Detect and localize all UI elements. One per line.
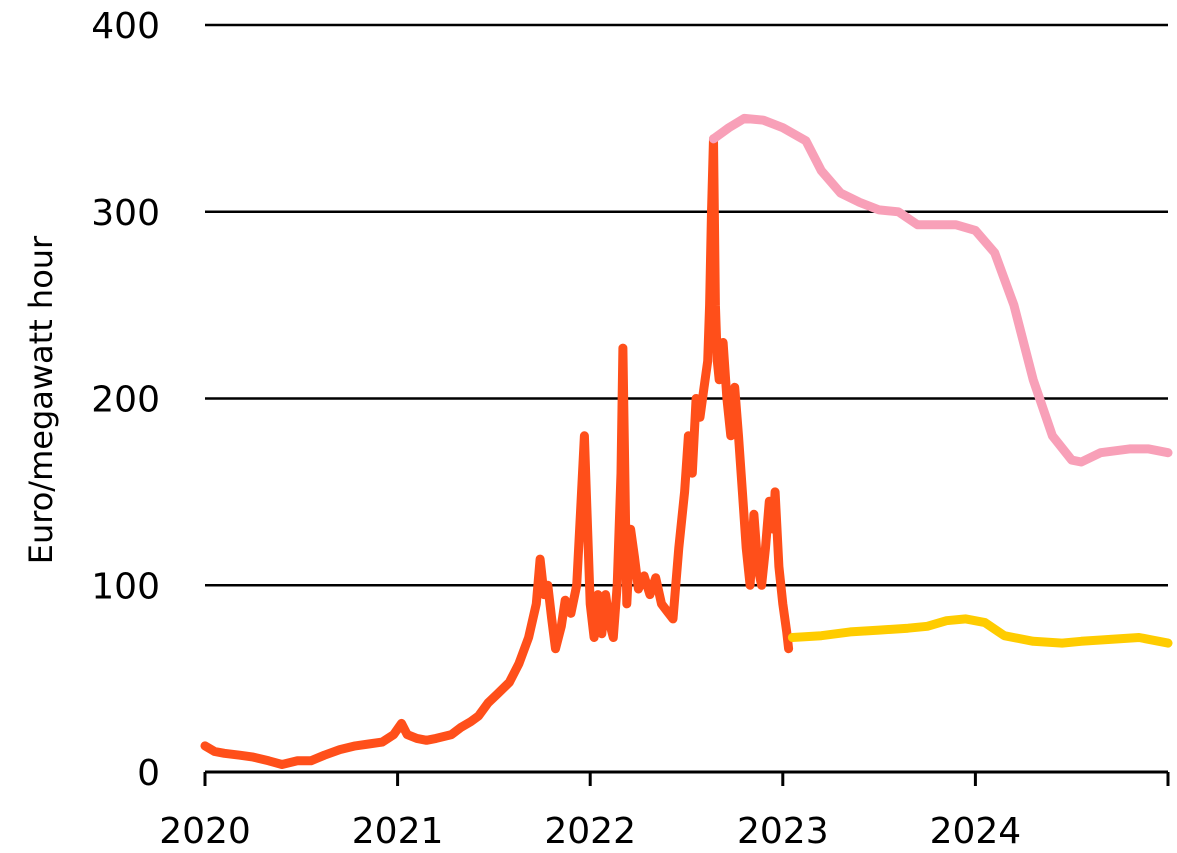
series-lines: [200, 113, 1173, 769]
y-tick-label: 300: [91, 193, 160, 234]
series-line-1: [200, 134, 794, 769]
y-tick-label: 100: [91, 566, 160, 607]
x-tick-label: 2022: [544, 811, 636, 852]
x-tick-label: 2023: [737, 811, 829, 852]
x-tick-label: 2020: [159, 811, 251, 852]
y-tick-label: 0: [137, 753, 160, 794]
x-tick-label: 2024: [930, 811, 1022, 852]
series-line-3: [709, 113, 1173, 467]
x-tick-label: 2021: [352, 811, 444, 852]
series-line-2: [787, 614, 1173, 648]
gridlines: [205, 23, 1168, 587]
x-tick-labels: 2020 2021 2022 2023 2024: [159, 811, 1021, 852]
y-tick-labels: 0 100 200 300 400: [91, 6, 160, 794]
y-tick-label: 200: [91, 380, 160, 421]
y-tick-label: 400: [91, 6, 160, 47]
y-axis-title: Euro/megawatt hour: [22, 235, 60, 564]
x-axis: [203, 770, 1170, 786]
